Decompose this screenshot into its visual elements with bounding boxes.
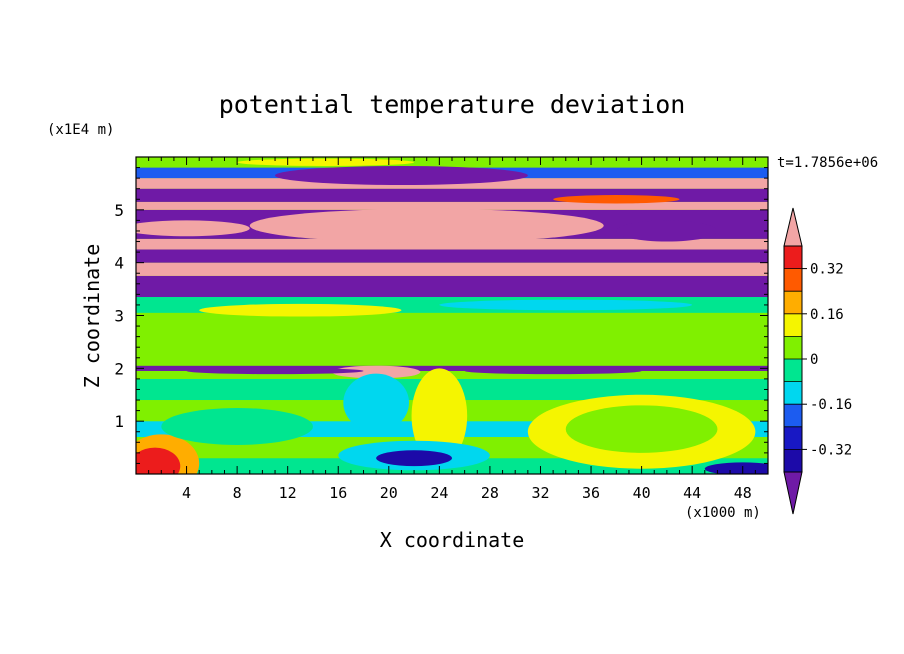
x-tick-label: 12 (279, 484, 297, 502)
contour-bands (136, 157, 768, 474)
colorbar-segment-3 (784, 381, 802, 405)
plot-area (136, 157, 768, 474)
contour-feature-1 (616, 220, 718, 242)
contour-feature-2 (136, 220, 250, 237)
colorbar-tick-label: 0.16 (810, 307, 844, 323)
x-tick-label: 4 (182, 484, 191, 502)
contour-feature-12 (343, 373, 410, 432)
colorbar-segment-2 (784, 404, 802, 427)
x-tick-label: 8 (233, 484, 242, 502)
colorbar-tick-label: 0 (810, 352, 818, 368)
y-axis: 1 2 3 4 5 (114, 167, 768, 464)
x-tick-label: 40 (633, 484, 651, 502)
y-tick-label: 1 (114, 412, 124, 431)
contour-band-14 (136, 238, 768, 250)
colorbar: 0.32 0.16 0 -0.16 -0.32 (783, 207, 852, 515)
contour-feature-22 (704, 462, 768, 474)
x-tick-label: 36 (582, 484, 600, 502)
y-tick-label: 5 (114, 201, 124, 220)
contour-feature-18 (565, 405, 718, 453)
colorbar-segment-9 (784, 246, 802, 269)
colorbar-tick-label: 0.32 (810, 262, 844, 278)
contour-band-7 (136, 347, 768, 366)
x-axis-label: X coordinate (380, 528, 525, 552)
contour-feature-16 (376, 450, 452, 467)
colorbar-over-arrow (783, 207, 803, 247)
x-axis: 4 8 12 16 20 24 28 32 36 40 44 48 (148, 157, 756, 502)
colorbar-tick-label: -0.32 (810, 442, 852, 458)
contour-features (136, 158, 768, 474)
x-tick-label: 48 (734, 484, 752, 502)
contour-band-12 (136, 262, 768, 276)
y-tick-label: 2 (114, 359, 124, 378)
contour-feature-6 (199, 303, 402, 317)
contour-band-16 (136, 201, 768, 210)
y-axis-label: Z coordinate (80, 244, 104, 389)
contour-feature-7 (439, 299, 693, 311)
contour-feature-4 (237, 158, 415, 166)
colorbar-under-arrow (783, 471, 803, 515)
x-tick-label: 16 (329, 484, 347, 502)
contour-band-11 (136, 275, 768, 298)
x-tick-label: 44 (683, 484, 701, 502)
contour-band-13 (136, 249, 768, 263)
contour-band-9 (136, 312, 768, 329)
contour-feature-8 (331, 365, 421, 379)
colorbar-segment-7 (784, 291, 802, 314)
contour-band-8 (136, 328, 768, 348)
contour-feature-5 (553, 195, 680, 204)
colorbar-segment-0 (784, 449, 802, 472)
y-tick-label: 3 (114, 307, 124, 326)
contour-feature-21 (161, 407, 313, 445)
contour-feature-3 (275, 165, 528, 186)
contour-band-20 (136, 157, 768, 168)
chart-title: potential temperature deviation (219, 90, 686, 119)
x-tick-label: 32 (531, 484, 549, 502)
x-tick-label: 24 (430, 484, 448, 502)
colorbar-tick-label: -0.16 (810, 397, 852, 413)
contour-feature-9 (186, 367, 364, 375)
colorbar-segment-1 (784, 426, 802, 450)
colorbar-segment-4 (784, 359, 802, 382)
colorbar-segment-6 (784, 313, 802, 337)
contour-feature-10 (464, 367, 642, 375)
contour-feature-14 (411, 368, 468, 464)
contour-band-6 (136, 365, 768, 371)
contour-feature-0 (249, 208, 604, 243)
x-unit-label: (x1000 m) (685, 505, 761, 521)
contour-feature-20 (136, 447, 181, 474)
time-label: t=1.7856e+06 (777, 155, 878, 171)
y-unit-label: (x1E4 m) (47, 122, 114, 138)
colorbar-segment-8 (784, 268, 802, 292)
x-tick-label: 20 (380, 484, 398, 502)
colorbar-segment-5 (784, 336, 802, 359)
x-tick-label: 28 (481, 484, 499, 502)
y-tick-label: 4 (114, 254, 124, 273)
